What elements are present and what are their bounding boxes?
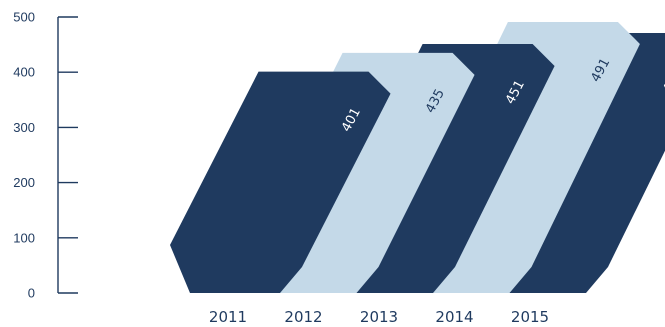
- x-tick-label: 2011: [209, 308, 247, 326]
- x-tick-label: 2012: [284, 308, 322, 326]
- y-tick-label: 400: [13, 65, 35, 80]
- y-tick-label: 0: [28, 286, 35, 301]
- y-tick-label: 200: [13, 175, 35, 190]
- y-tick-label: 500: [13, 10, 35, 25]
- y-axis-ticks: 0 100 200 300 400 500: [13, 10, 78, 301]
- x-tick-label: 2013: [360, 308, 398, 326]
- x-tick-label: 2014: [435, 308, 473, 326]
- bar-2011: [170, 71, 391, 293]
- x-axis-labels: 2015 2014 2013 2012 2011: [209, 308, 549, 326]
- y-tick-label: 300: [13, 120, 35, 135]
- bars: [170, 21, 665, 294]
- y-tick-label: 100: [13, 230, 35, 245]
- x-tick-label: 2015: [511, 308, 549, 326]
